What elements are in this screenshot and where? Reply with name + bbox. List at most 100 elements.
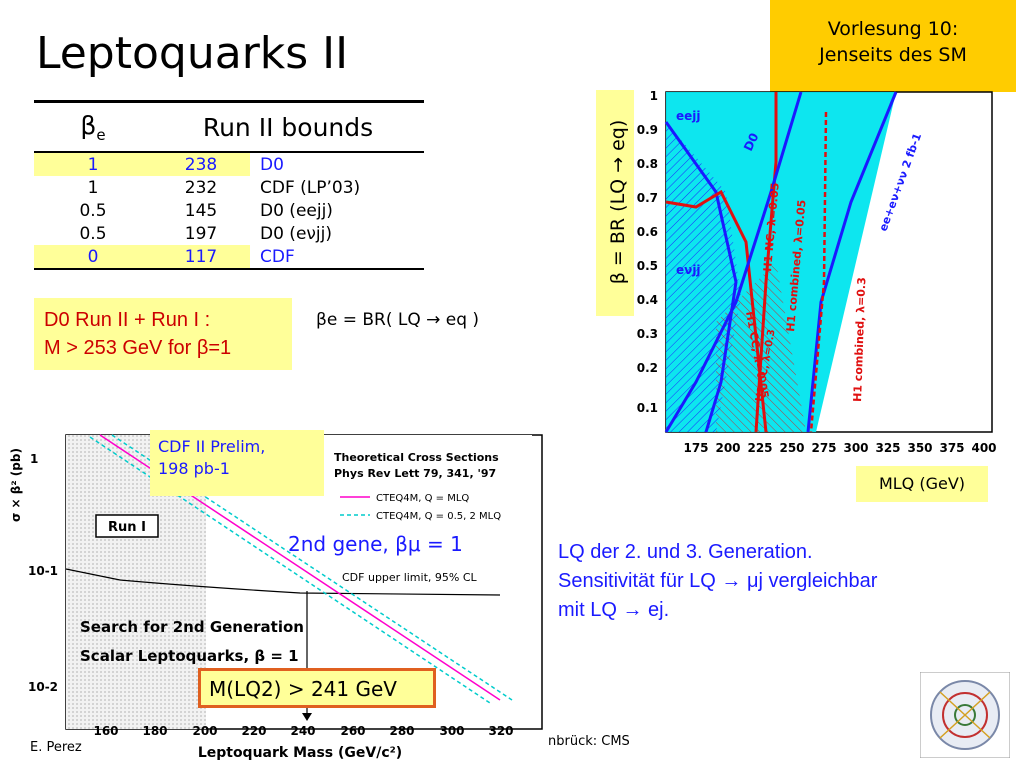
ee-ev-curve — [806, 91, 898, 433]
table-header-row: βe Run II bounds — [34, 100, 424, 153]
d0-curve — [664, 91, 803, 433]
h1nc-curve — [754, 92, 778, 433]
ytick-0-1: 0.1 — [637, 401, 658, 415]
cdf-limit-curve-tail — [119, 579, 501, 596]
cdf-limit-label: CDF upper limit, 95% CL — [342, 571, 478, 584]
ytick-0-2: 0.2 — [637, 361, 658, 375]
bottom-xlabel: Leptoquark Mass (GeV/c²) — [198, 745, 402, 761]
cdf-prelim-line2: 198 pb-1 — [158, 459, 230, 478]
lq-text-line3: mit LQ → ej. — [558, 599, 670, 621]
table-row: 1 232 CDF (LP’03) — [34, 176, 424, 199]
xtick-400: 400 — [971, 441, 996, 455]
lecture-line1: Vorlesung 10: — [827, 18, 959, 40]
table-row: 0.5 145 D0 (eejj) — [34, 199, 424, 222]
xtick-280: 280 — [389, 724, 414, 738]
table-row: 1 238 D0 — [34, 152, 424, 176]
xtick-325: 325 — [875, 441, 900, 455]
label-evjj: eνjj — [676, 263, 701, 277]
run1-label: Run I — [108, 520, 146, 535]
result-line2: M > 253 GeV for β=1 — [44, 337, 232, 359]
cell-bound: 197 — [184, 223, 218, 244]
ytick-1: 1 — [650, 89, 658, 103]
lecture-line2: Jenseits des SM — [819, 44, 967, 66]
cell-experiment: CDF — [250, 245, 424, 270]
ytick-0-8: 0.8 — [637, 157, 658, 171]
ytick-0-9: 0.9 — [637, 123, 658, 137]
xtick-300: 300 — [843, 441, 868, 455]
xtick-180: 180 — [142, 724, 167, 738]
cell-bound: 232 — [184, 177, 218, 198]
xtick-240: 240 — [290, 724, 315, 738]
cdf-limit-curve — [65, 568, 121, 581]
page-title: Leptoquarks II — [36, 28, 349, 79]
legend-band-label: CTEQ4M, Q = 0.5, 2 MLQ — [376, 511, 501, 522]
cms-logo — [920, 672, 1010, 758]
ytick-0-7: 0.7 — [637, 191, 658, 205]
cell-bound: 145 — [184, 200, 218, 221]
xtick-200: 200 — [192, 724, 217, 738]
ytick-0-5: 0.5 — [637, 259, 658, 273]
table-row: 0.5 197 D0 (eνjj) — [34, 222, 424, 245]
cell-beta: 0 — [34, 245, 152, 270]
xtick-260: 260 — [340, 724, 365, 738]
ylabel-box — [596, 90, 634, 316]
h1-combined-dashed — [809, 111, 828, 433]
exclusion-plot: β = BR (LQ → eq) 1 0.9 0.8 0.7 0.6 0.5 0… — [596, 89, 997, 455]
xtick-375: 375 — [939, 441, 964, 455]
lq-generation-text: LQ der 2. und 3. Generation. Sensitivitä… — [558, 538, 978, 625]
xtick-200: 200 — [715, 441, 740, 455]
cell-experiment: D0 — [260, 154, 284, 175]
legend-box — [324, 435, 532, 525]
cell-beta: 1 — [34, 152, 152, 176]
cell-experiment: D0 (eνjj) — [260, 223, 332, 244]
ytick-0-01: 10-2 — [28, 680, 58, 694]
xtick-225: 225 — [747, 441, 772, 455]
lecture-badge: Vorlesung 10: Jenseits des SM — [770, 0, 1016, 92]
label-eejj: eejj — [676, 109, 701, 123]
search-title-line2: Scalar Leptoquarks, β = 1 — [80, 647, 299, 665]
result-line1: D0 Run II + Run I : — [44, 309, 211, 331]
xtick-220: 220 — [241, 724, 266, 738]
xtick-250: 250 — [779, 441, 804, 455]
label-h1comb2: H1 combined, λ=0.3 — [851, 277, 868, 402]
xtick-350: 350 — [907, 441, 932, 455]
cell-experiment: CDF (LP’03) — [260, 177, 361, 198]
cdf-prelim-line1: CDF II Prelim, — [158, 437, 266, 456]
cell-bound: 117 — [152, 245, 250, 270]
header-beta: βe — [34, 100, 152, 153]
ytick-0-3: 0.3 — [637, 327, 658, 341]
ytick-0-1: 10-1 — [28, 564, 58, 578]
cell-bound: 238 — [152, 152, 250, 176]
xtick-275: 275 — [811, 441, 836, 455]
table-row: 0 117 CDF — [34, 245, 424, 270]
second-gene-label: 2nd gene, βμ = 1 — [288, 532, 463, 556]
mlq2-limit-box: M(LQ2) > 241 GeV — [198, 668, 436, 708]
cell-beta: 1 — [87, 177, 99, 198]
ytick-1: 1 — [30, 452, 38, 466]
legend-central-label: CTEQ4M, Q = MLQ — [376, 493, 469, 504]
lq-text-line1: LQ der 2. und 3. Generation. — [558, 541, 813, 563]
theory-ref: Phys Rev Lett 79, 341, '97 — [334, 467, 496, 480]
cell-experiment: D0 (eejj) — [260, 200, 333, 221]
limit-arrow — [302, 713, 312, 721]
xtick-160: 160 — [93, 724, 118, 738]
theory-title: Theoretical Cross Sections — [334, 451, 499, 464]
ytick-0-6: 0.6 — [637, 225, 658, 239]
run2-bounds-table: βe Run II bounds 1 238 D0 1 232 CDF (LP’… — [34, 100, 424, 270]
cdf-prelim-box: CDF II Prelim, 198 pb-1 — [150, 430, 324, 496]
header-bounds: Run II bounds — [152, 100, 424, 153]
cell-beta: 0.5 — [79, 200, 107, 221]
xtick-175: 175 — [683, 441, 708, 455]
ytick-0-4: 0.4 — [637, 293, 658, 307]
d0-evjj-curve — [664, 121, 738, 433]
beta-definition: βe = BR( LQ → eq ) — [316, 310, 480, 330]
search-title-line1: Search for 2nd Generation — [80, 618, 304, 636]
footer-author: E. Perez — [30, 740, 82, 755]
bottom-ylabel: σ × β² (pb) — [9, 448, 23, 522]
right-ylabel: β = BR (LQ → eq) — [607, 120, 629, 285]
d0-result-box: D0 Run II + Run I : M > 253 GeV for β=1 — [34, 298, 292, 370]
mlq-axis-label: MLQ (GeV) — [856, 466, 988, 502]
run1-label-box — [95, 514, 159, 538]
xtick-300: 300 — [439, 724, 464, 738]
footer-source: nbrück: CMS — [548, 734, 630, 749]
